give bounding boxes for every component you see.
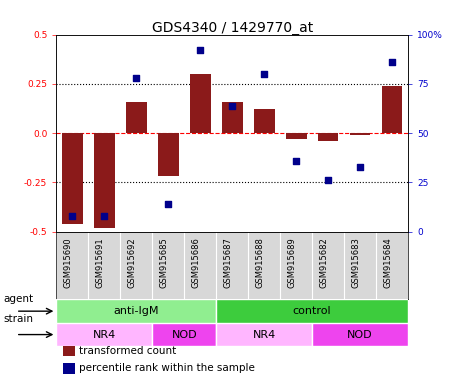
- Point: [68, 213, 76, 219]
- Text: agent: agent: [4, 294, 34, 304]
- Bar: [318, 133, 339, 141]
- Bar: [158, 133, 179, 177]
- Bar: [382, 86, 402, 133]
- Text: NR4: NR4: [92, 329, 116, 339]
- Bar: [216, 323, 312, 346]
- Text: NOD: NOD: [171, 329, 197, 339]
- Point: [197, 47, 204, 53]
- Point: [292, 158, 300, 164]
- Text: GDS4340 / 1429770_at: GDS4340 / 1429770_at: [151, 21, 313, 35]
- Text: strain: strain: [4, 314, 34, 324]
- Text: GSM915684: GSM915684: [383, 237, 392, 288]
- Point: [228, 103, 236, 109]
- Text: percentile rank within the sample: percentile rank within the sample: [79, 363, 255, 373]
- Bar: [56, 323, 152, 346]
- Text: GSM915689: GSM915689: [287, 237, 296, 288]
- Bar: [254, 109, 274, 133]
- Bar: [126, 102, 147, 133]
- Text: transformed count: transformed count: [79, 346, 176, 356]
- Point: [356, 164, 364, 170]
- Text: GSM915682: GSM915682: [319, 237, 328, 288]
- Text: GSM915690: GSM915690: [63, 237, 72, 288]
- Text: GSM915691: GSM915691: [95, 237, 104, 288]
- Text: GSM915688: GSM915688: [255, 237, 264, 288]
- Text: GSM915683: GSM915683: [351, 237, 360, 288]
- Bar: [62, 133, 83, 224]
- Bar: [216, 300, 408, 323]
- Bar: [63, 363, 75, 374]
- Point: [132, 75, 140, 81]
- Point: [165, 201, 172, 207]
- Bar: [56, 300, 216, 323]
- Point: [100, 213, 108, 219]
- Bar: [222, 102, 242, 133]
- Text: GSM915692: GSM915692: [127, 237, 136, 288]
- Bar: [63, 346, 75, 356]
- Bar: [152, 323, 216, 346]
- Text: anti-IgM: anti-IgM: [113, 306, 159, 316]
- Bar: [190, 74, 211, 133]
- Point: [325, 177, 332, 184]
- Bar: [350, 133, 371, 135]
- Text: GSM915687: GSM915687: [223, 237, 232, 288]
- Text: control: control: [293, 306, 332, 316]
- Text: NR4: NR4: [252, 329, 276, 339]
- Point: [260, 71, 268, 77]
- Text: NOD: NOD: [347, 329, 373, 339]
- Bar: [286, 133, 307, 139]
- Bar: [94, 133, 114, 228]
- Text: GSM915686: GSM915686: [191, 237, 200, 288]
- Text: GSM915685: GSM915685: [159, 237, 168, 288]
- Bar: [312, 323, 408, 346]
- Point: [388, 59, 396, 65]
